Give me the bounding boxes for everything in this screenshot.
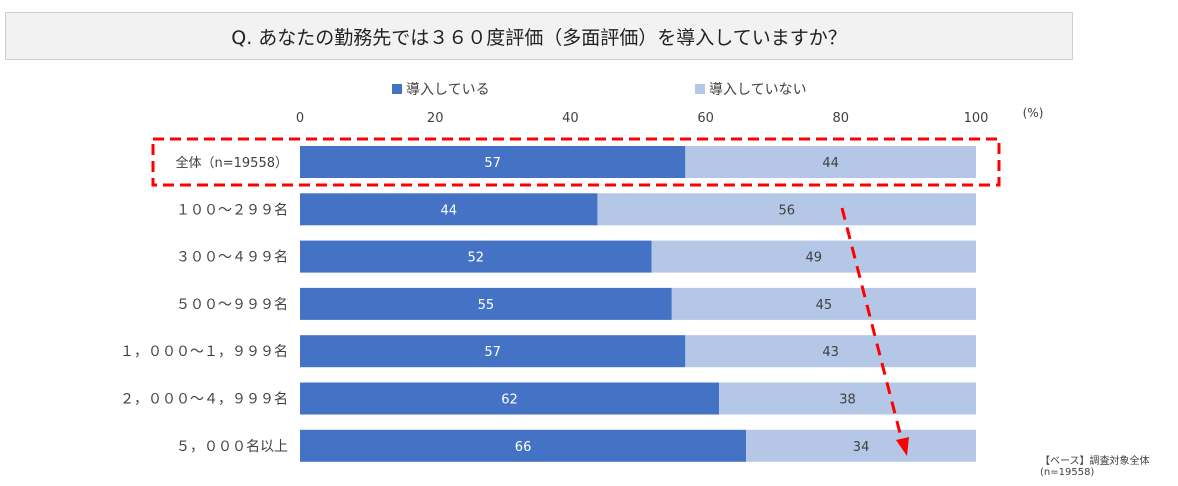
legend-swatch-1: [392, 84, 402, 94]
bar-segment-series1: [300, 146, 686, 178]
category-label: １００～２９９名: [176, 202, 288, 218]
bar-segment-series1: [300, 335, 686, 368]
bar-segment-series2: [719, 382, 976, 415]
x-tick-label: 80: [833, 111, 850, 126]
unit-label: (%): [1023, 106, 1044, 120]
bar-segment-series2: [671, 287, 976, 320]
base-note: 【ベース】調査対象全体 (n=19558): [1040, 456, 1150, 478]
bar-segment-series2: [685, 146, 976, 178]
legend-swatch-2: [695, 84, 705, 94]
base-note-line2: (n=19558): [1040, 467, 1095, 478]
x-tick-label: 60: [697, 111, 714, 126]
data-label-series1: 62: [501, 393, 518, 408]
data-label-series2: 49: [805, 251, 822, 266]
category-label: ５，０００名以上: [176, 439, 288, 455]
data-label-series1: 52: [467, 251, 484, 266]
data-label-series2: 56: [778, 203, 795, 218]
bar-segment-series1: [300, 382, 720, 415]
bar-segment-series1: [300, 193, 598, 226]
data-label-series2: 45: [816, 298, 833, 313]
data-label-series1: 66: [515, 440, 532, 455]
legend-label-1: 導入している: [406, 82, 490, 98]
base-note-line1: 【ベース】調査対象全体: [1040, 456, 1150, 467]
category-label: ５００～９９９名: [176, 297, 288, 313]
category-label: ２，０００～４，９９９名: [120, 392, 288, 408]
category-label: ３００～４９９名: [176, 250, 288, 266]
bar-segment-series1: [300, 429, 747, 462]
bar-segment-series2: [651, 240, 976, 273]
x-tick-label: 20: [427, 111, 444, 126]
data-label-series2: 44: [822, 156, 839, 171]
bar-segment-series2: [685, 335, 976, 368]
data-label-series1: 57: [484, 345, 501, 360]
data-label-series2: 34: [853, 440, 870, 455]
x-tick-label: 0: [296, 111, 304, 126]
data-label-series1: 57: [484, 156, 501, 171]
bar-segment-series1: [300, 240, 652, 273]
trend-arrow-line: [840, 207, 904, 442]
x-tick-label: 40: [562, 111, 579, 126]
bar-segment-series1: [300, 287, 672, 320]
chart-title: Q. あなたの勤務先では３６０度評価（多面評価）を導入していますか？: [231, 26, 847, 49]
legend-label-2: 導入していない: [709, 82, 807, 98]
bar-segment-series2: [597, 193, 976, 226]
category-label: 全体（n=19558）: [176, 155, 289, 171]
data-label-series2: 38: [839, 393, 856, 408]
category-label: １，０００～１，９９９名: [120, 344, 288, 360]
bar-segment-series2: [746, 429, 976, 462]
trend-arrow-head: [896, 437, 909, 456]
highlight-box: [151, 137, 1001, 187]
data-label-series2: 43: [822, 345, 839, 360]
chart-title-box: Q. あなたの勤務先では３６０度評価（多面評価）を導入していますか？: [5, 12, 1073, 60]
x-tick-label: 100: [964, 111, 989, 126]
data-label-series1: 44: [440, 203, 457, 218]
data-label-series1: 55: [478, 298, 495, 313]
